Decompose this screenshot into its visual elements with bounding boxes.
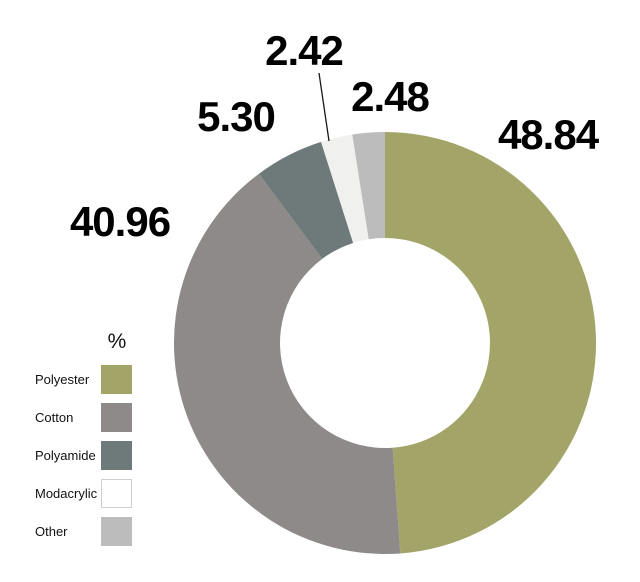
legend-label-polyamide: Polyamide bbox=[35, 448, 96, 463]
legend-swatch-other bbox=[101, 517, 132, 546]
legend-item-cotton: Cotton bbox=[35, 403, 133, 432]
donut-slice-other bbox=[352, 132, 385, 240]
legend-item-polyamide: Polyamide bbox=[35, 441, 133, 470]
value-label-polyester: 48.84 bbox=[497, 111, 599, 158]
donut-slices bbox=[173, 132, 597, 555]
legend-title: % bbox=[107, 330, 127, 353]
value-label-other: 2.48 bbox=[351, 73, 430, 120]
legend-swatch-cotton bbox=[101, 403, 132, 432]
chart-legend: % Polyester Cotton Polyamide Modacrylic … bbox=[35, 330, 133, 555]
legend-swatch-polyamide bbox=[101, 441, 132, 470]
label-leader-line bbox=[318, 72, 330, 142]
donut-slice-polyester bbox=[385, 132, 597, 554]
value-label-modacrylic: 2.42 bbox=[265, 27, 344, 74]
legend-label-modacrylic: Modacrylic bbox=[35, 486, 98, 501]
donut-slice-cotton bbox=[173, 173, 401, 555]
legend-swatch-polyester bbox=[101, 365, 132, 394]
legend-item-modacrylic: Modacrylic bbox=[35, 479, 133, 508]
legend-swatch-modacrylic bbox=[101, 479, 132, 508]
value-label-polyamide: 5.30 bbox=[197, 93, 276, 140]
legend-label-other: Other bbox=[35, 524, 68, 539]
legend-label-cotton: Cotton bbox=[35, 410, 74, 425]
donut-slice-modacrylic bbox=[321, 134, 369, 243]
legend-item-other: Other bbox=[35, 517, 133, 546]
donut-slice-polyamide bbox=[258, 141, 354, 259]
value-label-cotton: 40.96 bbox=[69, 198, 171, 245]
legend-label-polyester: Polyester bbox=[35, 372, 90, 387]
legend-item-polyester: Polyester bbox=[35, 365, 133, 394]
